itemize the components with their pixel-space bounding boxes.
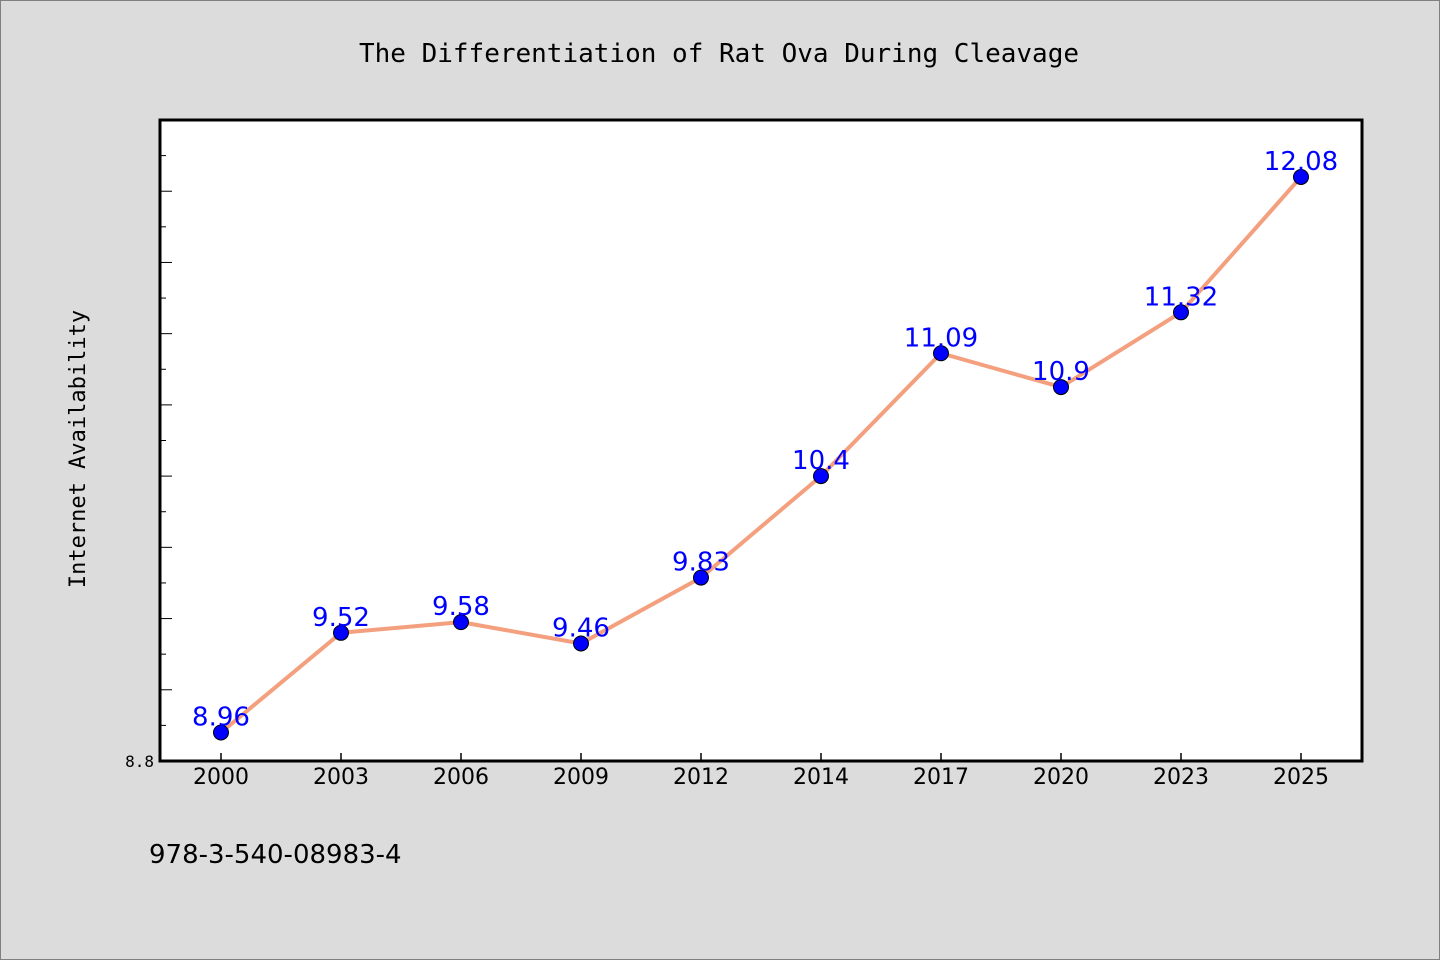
x-tick-label: 2017 [913,765,969,790]
x-tick-label: 2023 [1153,765,1209,790]
x-tick-marks [220,753,1302,761]
x-tick-label: 2000 [193,765,249,790]
data-label: 11.32 [1144,282,1218,312]
x-tick-label: 2009 [553,765,609,790]
data-label: 12.08 [1264,147,1338,177]
x-tick-label: 2006 [433,765,489,790]
data-point [453,614,469,631]
data-point [1293,168,1309,185]
y-minor-ticks [160,155,172,726]
x-tick-labels: 2000 2003 2006 2009 2012 2014 2017 2020 2023 2025 [193,765,1329,790]
data-point [333,624,349,641]
data-label: 11.09 [904,323,978,353]
data-label: 9.58 [432,592,490,622]
chart-title: The Differentiation of Rat Ova During Cl… [359,39,1079,69]
x-tick-label: 2025 [1273,765,1329,790]
footer-isbn: 978-3-540-08983-4 [149,840,402,870]
y-tick-labels: 8.8 [125,752,154,771]
data-point [1053,379,1069,396]
data-label: 9.52 [312,603,370,633]
data-label: 9.46 [552,613,610,643]
series-line [219,175,1303,735]
x-tick-label: 2003 [313,765,369,790]
data-label: 8.96 [192,703,250,733]
data-point [933,345,949,362]
data-point [813,468,829,485]
data-point [213,724,229,741]
data-point [693,569,709,586]
series-markers [213,168,1309,741]
x-tick-label: 2012 [673,765,729,790]
data-point [573,635,589,652]
data-label: 10.9 [1032,357,1090,387]
x-tick-label: 2020 [1033,765,1089,790]
y-axis-label: Internet Availability [66,310,91,588]
y-tick-label: 8.8 [125,752,154,771]
x-tick-label: 2014 [793,765,849,790]
data-label: 10.4 [792,446,850,476]
data-labels: 8.96 9.52 9.58 9.46 9.83 10.4 11.09 10.9 11.32 12… [192,147,1338,733]
data-point [1173,304,1189,321]
data-label: 9.83 [672,548,730,578]
plot-area [158,118,1364,763]
